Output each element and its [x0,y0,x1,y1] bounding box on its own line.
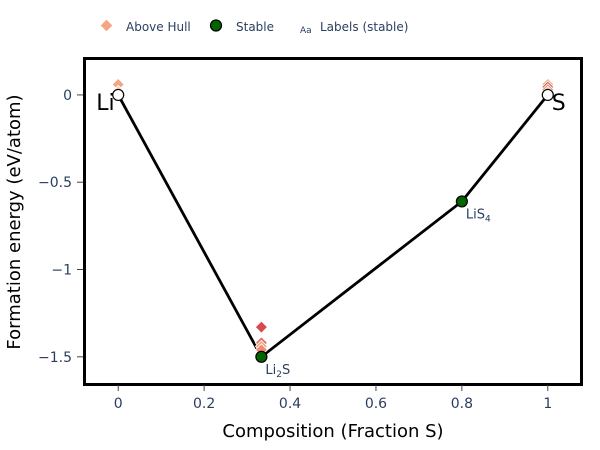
plot-area: Li S Li2S LiS4 [96,77,566,380]
plot-frame [83,57,583,386]
element-label: S [552,91,566,116]
x-tick-label: 0.2 [193,396,215,412]
legend-item-stable[interactable]: Stable [209,19,275,34]
compound-label: Li2S [265,363,290,380]
legend: Above Hull Stable Aa Labels (stable) [99,18,408,36]
x-tick-label: 0.4 [279,396,301,412]
x-tick-label: 1 [543,396,552,412]
legend-item-above-hull[interactable]: Above Hull [99,18,191,34]
x-axis-title: Composition (Fraction S) [222,421,443,442]
x-tick-label: 0.6 [365,396,387,412]
legend-label-above-hull: Above Hull [126,20,191,34]
stable-point[interactable] [112,88,125,102]
x-axis: 0 0.2 0.4 0.6 0.8 1 [114,385,552,412]
legend-text-icon: Aa [300,26,312,36]
legend-label-stable: Stable [236,20,274,34]
above-hull-point[interactable] [254,320,268,334]
legend-item-labels[interactable]: Aa Labels (stable) [300,20,408,36]
y-tick-label: −1.5 [38,350,72,366]
stable-point[interactable] [541,88,554,102]
compound-label: LiS4 [466,207,491,224]
stable-point[interactable] [455,195,468,208]
legend-label-labels: Labels (stable) [320,20,408,34]
x-tick-label: 0 [114,396,123,412]
y-tick-label: −1 [51,263,72,279]
y-axis-title: Formation energy (eV/atom) [4,94,25,349]
legend-circle-icon [209,19,223,32]
y-axis: 0 −0.5 −1 −1.5 [38,88,83,366]
y-tick-label: −0.5 [38,175,72,191]
x-tick-label: 0.8 [451,396,473,412]
convex-hull-line [116,94,549,359]
y-tick-label: 0 [63,88,72,104]
element-label: Li [96,91,114,116]
legend-diamond-icon [99,18,114,33]
stable-point[interactable] [255,350,268,363]
